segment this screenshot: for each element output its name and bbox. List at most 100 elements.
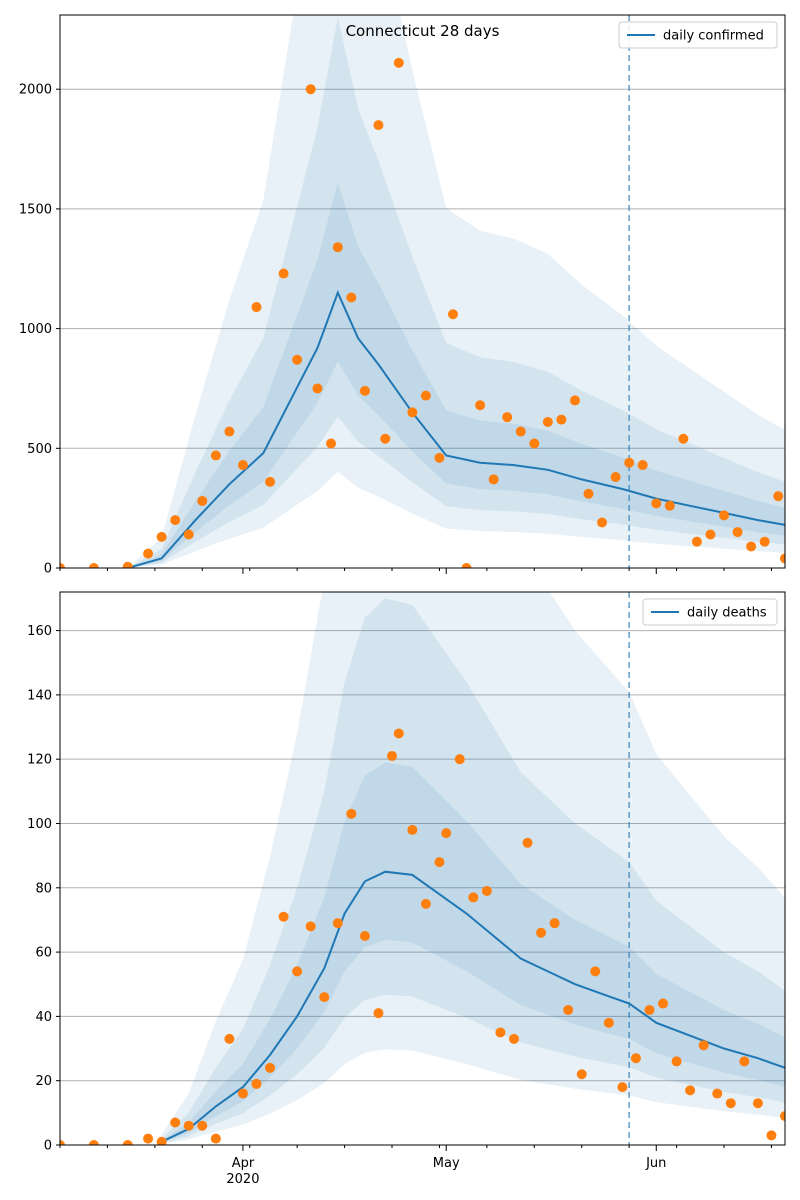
observed-point: [373, 1008, 384, 1019]
observed-point: [624, 457, 635, 468]
observed-point: [691, 536, 702, 547]
observed-point: [292, 354, 303, 365]
observed-point: [183, 529, 194, 540]
y-tick-label: 60: [35, 946, 52, 961]
observed-point: [481, 886, 492, 897]
observed-point: [705, 529, 716, 540]
observed-point: [610, 472, 621, 483]
observed-point: [373, 120, 384, 131]
observed-point: [170, 515, 181, 526]
observed-point: [488, 474, 499, 485]
y-tick-label: 500: [27, 442, 52, 457]
observed-point: [549, 918, 560, 929]
y-tick-label: 80: [35, 881, 52, 896]
y-tick-label: 20: [35, 1074, 52, 1089]
observed-point: [434, 857, 445, 868]
observed-point: [752, 1098, 763, 1109]
x-tick-label: Jun: [645, 1156, 666, 1171]
observed-point: [508, 1033, 519, 1044]
observed-point: [698, 1040, 709, 1051]
observed-point: [495, 1027, 506, 1038]
observed-point: [332, 242, 343, 253]
observed-point: [502, 412, 513, 423]
chart-title: Connecticut 28 days: [346, 22, 500, 40]
observed-point: [637, 460, 648, 471]
observed-point: [359, 931, 370, 942]
observed-point: [468, 892, 479, 903]
observed-point: [170, 1117, 181, 1128]
observed-point: [265, 1062, 276, 1073]
observed-point: [732, 527, 743, 538]
observed-point: [305, 921, 316, 932]
observed-point: [773, 491, 784, 502]
observed-point: [630, 1053, 641, 1064]
observed-point: [603, 1017, 614, 1028]
observed-point: [292, 966, 303, 977]
observed-point: [143, 1133, 154, 1144]
observed-point: [305, 84, 316, 95]
observed-point: [739, 1056, 750, 1067]
observed-point: [434, 452, 445, 463]
observed-point: [685, 1085, 696, 1096]
observed-point: [617, 1082, 628, 1093]
observed-point: [529, 438, 540, 449]
axes-frame: [59, 591, 786, 1146]
observed-point: [407, 824, 418, 835]
observed-point: [346, 808, 357, 819]
legend-label: daily deaths: [687, 606, 767, 621]
observed-point: [590, 966, 601, 977]
observed-point: [210, 1133, 221, 1144]
observed-point: [780, 1111, 785, 1122]
observed-point: [725, 1098, 736, 1109]
axes-frame: [59, 14, 786, 569]
y-tick-label: 40: [35, 1010, 52, 1025]
observed-point: [251, 1078, 262, 1089]
observed-point: [332, 918, 343, 929]
observed-point: [420, 390, 431, 401]
plot-area: [60, 15, 785, 568]
observed-point: [780, 553, 785, 564]
observed-point: [210, 450, 221, 461]
observed-point: [719, 510, 730, 521]
uncertainty-band: [127, 15, 785, 568]
observed-point: [536, 927, 547, 938]
legend-box: [618, 21, 778, 49]
legend-box: [642, 598, 778, 626]
observed-point: [237, 1088, 248, 1099]
observed-point: [60, 1140, 65, 1145]
observed-point: [88, 563, 99, 568]
observed-point: [237, 460, 248, 471]
observed-point: [224, 426, 235, 437]
observed-point: [420, 898, 431, 909]
observed-point: [393, 728, 404, 739]
y-tick-label: 140: [27, 688, 52, 703]
observed-point: [441, 828, 452, 839]
observed-point: [88, 1140, 99, 1145]
observed-point: [122, 561, 133, 568]
observed-point: [265, 476, 276, 487]
uncertainty-band: [127, 17, 785, 568]
observed-point: [556, 414, 567, 425]
observed-point: [671, 1056, 682, 1067]
observed-point: [312, 383, 323, 394]
observed-point: [156, 531, 167, 542]
observed-point: [766, 1130, 777, 1141]
uncertainty-band: [161, 762, 785, 1143]
observed-point: [712, 1088, 723, 1099]
observed-point: [407, 407, 418, 418]
observed-point: [542, 416, 553, 427]
observed-point: [387, 750, 398, 761]
observed-point: [563, 1004, 574, 1015]
observed-point: [475, 400, 486, 411]
x-tick-sublabel: 2020: [226, 1172, 259, 1187]
plot-area: [60, 592, 785, 1145]
observed-point: [197, 1120, 208, 1131]
observed-point: [461, 563, 472, 568]
observed-point: [346, 292, 357, 303]
observed-point: [447, 309, 458, 320]
y-tick-label: 2000: [19, 83, 52, 98]
observed-point: [644, 1004, 655, 1015]
y-tick-label: 160: [27, 624, 52, 639]
